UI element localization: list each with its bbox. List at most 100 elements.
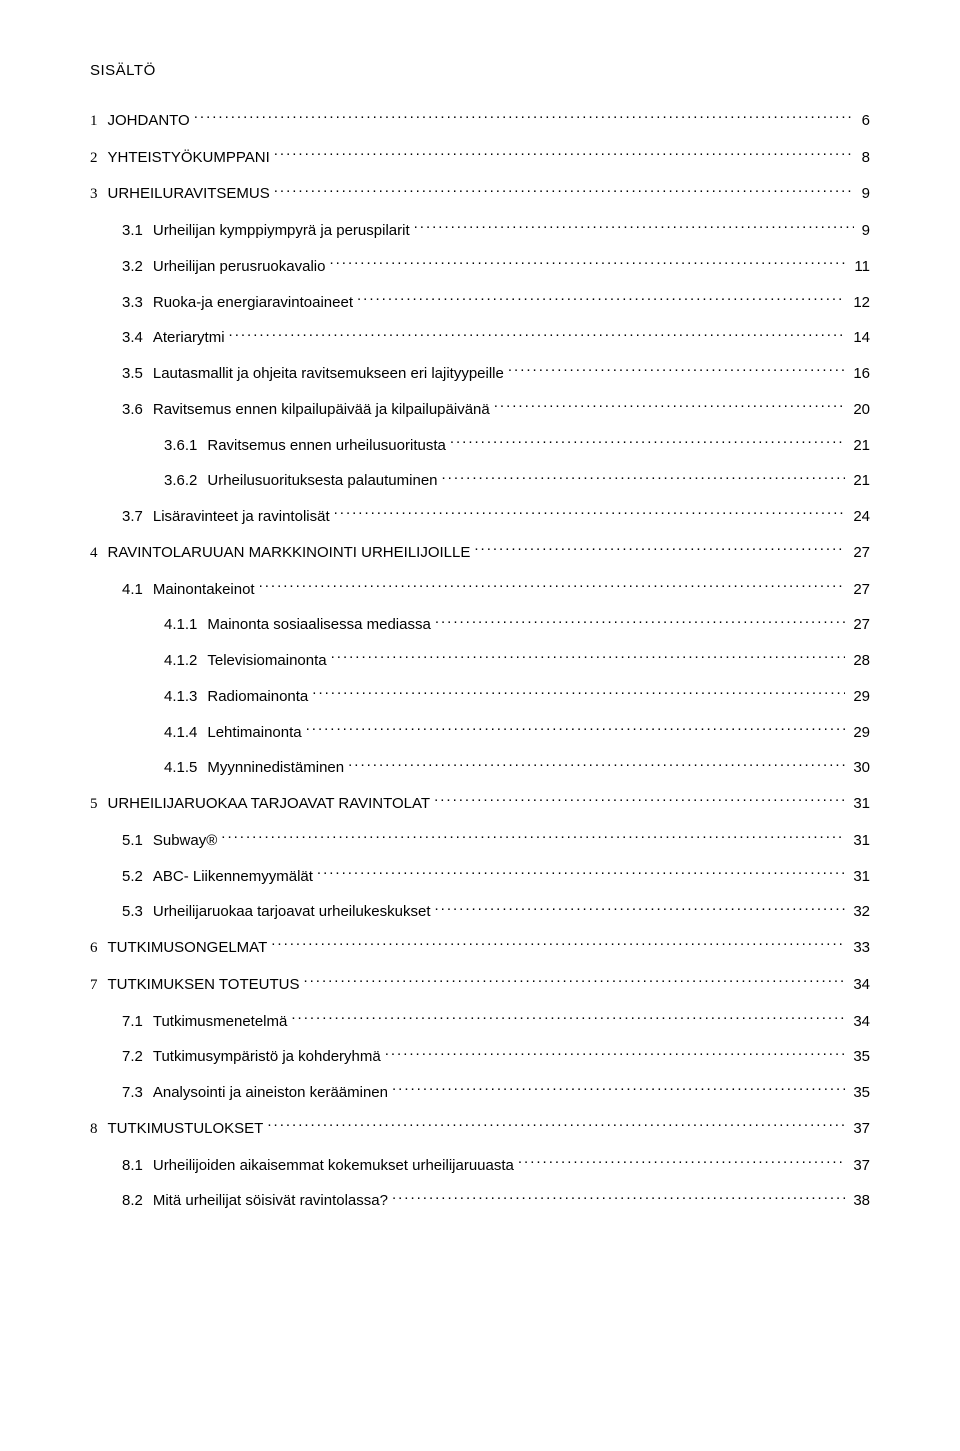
toc-number: 4.1.1 <box>164 614 207 636</box>
toc-page: 21 <box>849 470 870 492</box>
toc-label: TUTKIMUSONGELMAT <box>108 937 268 959</box>
toc-number: 4.1.5 <box>164 757 207 779</box>
toc-leader <box>474 542 845 557</box>
toc-number: 3.6 <box>122 399 153 421</box>
toc-leader <box>414 220 854 235</box>
toc-page: 27 <box>849 614 870 636</box>
toc-page: 31 <box>849 793 870 815</box>
toc-number: 3.7 <box>122 506 153 528</box>
toc-label: Ateriarytmi <box>153 327 225 349</box>
toc-page: 33 <box>849 937 870 959</box>
toc-page: 35 <box>849 1082 870 1104</box>
toc-label: Radiomainonta <box>207 686 308 708</box>
toc-page: 27 <box>849 579 870 601</box>
toc-label: Urheilijoiden aikaisemmat kokemukset urh… <box>153 1155 514 1177</box>
toc-leader <box>385 1046 846 1061</box>
toc-leader <box>306 722 846 737</box>
toc-leader <box>291 1011 845 1026</box>
toc-page: 9 <box>858 183 870 205</box>
toc-label: Ruoka-ja energiaravintoaineet <box>153 292 353 314</box>
toc-number: 2 <box>90 148 108 170</box>
toc-leader <box>274 147 854 162</box>
toc-label: Urheilijan kymppiympyrä ja peruspilarit <box>153 220 410 242</box>
toc-leader <box>434 793 845 808</box>
toc-label: Mainontakeinot <box>153 579 255 601</box>
toc-number: 3.6.1 <box>164 435 207 457</box>
toc-page: 35 <box>849 1046 870 1068</box>
toc-number: 8 <box>90 1119 108 1141</box>
toc-leader <box>317 866 845 881</box>
toc-number: 7 <box>90 975 108 997</box>
toc-number: 4.1.4 <box>164 722 207 744</box>
toc-label: Lautasmallit ja ohjeita ravitsemukseen e… <box>153 363 504 385</box>
toc-number: 3.1 <box>122 220 153 242</box>
toc-label: Lehtimainonta <box>207 722 301 744</box>
toc-leader <box>357 292 845 307</box>
toc-row: 5.3Urheilijaruokaa tarjoavat urheilukesk… <box>122 901 870 923</box>
toc-label: Urheilijan perusruokavalio <box>153 256 326 278</box>
toc-row: 3.6.2Urheilusuorituksesta palautuminen21 <box>164 470 870 492</box>
toc-number: 5.3 <box>122 901 153 923</box>
toc-leader <box>331 650 846 665</box>
toc-label: Tutkimusympäristö ja kohderyhmä <box>153 1046 381 1068</box>
toc-row: 4RAVINTOLARUUAN MARKKINOINTI URHEILIJOIL… <box>90 542 870 565</box>
toc-number: 4.1.3 <box>164 686 207 708</box>
toc-leader <box>442 470 846 485</box>
toc-number: 4.1 <box>122 579 153 601</box>
toc-page: 14 <box>849 327 870 349</box>
toc-page: 37 <box>849 1118 870 1140</box>
toc-leader <box>334 506 846 521</box>
toc-label: Analysointi ja aineiston kerääminen <box>153 1082 388 1104</box>
toc-page: 27 <box>849 542 870 564</box>
toc-page: 37 <box>849 1155 870 1177</box>
toc-page: 29 <box>849 722 870 744</box>
toc-number: 6 <box>90 938 108 960</box>
toc-number: 5.2 <box>122 866 153 888</box>
toc-row: 3.2Urheilijan perusruokavalio11 <box>122 256 870 278</box>
toc-row: 5.1Subway®31 <box>122 830 870 852</box>
toc-page: 38 <box>849 1190 870 1212</box>
toc-page: 20 <box>849 399 870 421</box>
toc-label: TUTKIMUSTULOKSET <box>108 1118 264 1140</box>
toc-leader <box>312 686 845 701</box>
toc-row: 3.7Lisäravinteet ja ravintolisät 24 <box>122 506 870 528</box>
toc-page: 24 <box>849 506 870 528</box>
toc-row: 7.2Tutkimusympäristö ja kohderyhmä35 <box>122 1046 870 1068</box>
toc-leader <box>267 1118 845 1133</box>
toc-number: 3.4 <box>122 327 153 349</box>
toc-row: 3URHEILURAVITSEMUS9 <box>90 183 870 206</box>
toc-leader <box>494 399 846 414</box>
toc-page: 21 <box>849 435 870 457</box>
toc-leader <box>508 363 845 378</box>
toc-label: Subway® <box>153 830 217 852</box>
toc-leader <box>259 579 846 594</box>
toc-leader <box>229 327 846 342</box>
toc-row: 4.1.2Televisiomainonta28 <box>164 650 870 672</box>
toc-leader <box>303 974 845 989</box>
toc-row: 3.3Ruoka-ja energiaravintoaineet12 <box>122 292 870 314</box>
toc-label: Ravitsemus ennen urheilusuoritusta <box>207 435 445 457</box>
toc-leader <box>329 256 846 271</box>
toc-label: JOHDANTO <box>108 110 190 132</box>
toc-row: 3.5Lautasmallit ja ohjeita ravitsemuksee… <box>122 363 870 385</box>
toc-number: 5 <box>90 794 108 816</box>
page: SISÄLTÖ 1JOHDANTO62YHTEISTYÖKUMPPANI83UR… <box>0 0 960 1451</box>
toc-leader <box>221 830 845 845</box>
toc-number: 7.3 <box>122 1082 153 1104</box>
toc-label: Lisäravinteet ja ravintolisät <box>153 506 330 528</box>
toc-leader <box>392 1082 845 1097</box>
toc-label: YHTEISTYÖKUMPPANI <box>108 147 270 169</box>
toc-leader <box>392 1190 845 1205</box>
toc-label: Tutkimusmenetelmä <box>153 1011 288 1033</box>
toc-row: 4.1.4Lehtimainonta 29 <box>164 722 870 744</box>
toc-label: Myynninedistäminen <box>207 757 344 779</box>
toc-label: TUTKIMUKSEN TOTEUTUS <box>108 974 300 996</box>
toc-page: 30 <box>849 757 870 779</box>
toc-label: Ravitsemus ennen kilpailupäivää ja kilpa… <box>153 399 490 421</box>
toc-row: 4.1.1Mainonta sosiaalisessa mediassa27 <box>164 614 870 636</box>
toc-leader <box>271 937 845 952</box>
toc-row: 3.4Ateriarytmi 14 <box>122 327 870 349</box>
toc-leader <box>348 757 845 772</box>
toc-number: 3.5 <box>122 363 153 385</box>
toc-leader <box>518 1155 845 1170</box>
